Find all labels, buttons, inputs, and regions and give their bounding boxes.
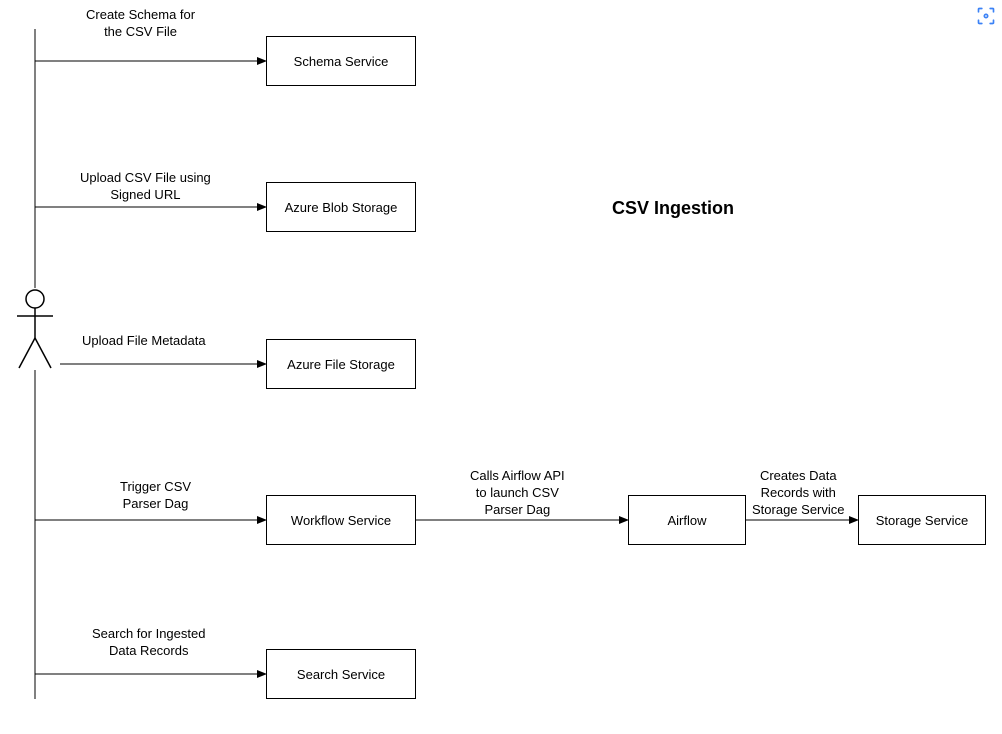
edge-label-3: Trigger CSVParser Dag [120, 479, 191, 513]
node-workflow: Workflow Service [266, 495, 416, 545]
edge-label-6: Search for IngestedData Records [92, 626, 205, 660]
node-storage: Storage Service [858, 495, 986, 545]
edge-label-5: Creates DataRecords withStorage Service [752, 468, 845, 519]
node-search: Search Service [266, 649, 416, 699]
diagram-title: CSV Ingestion [612, 198, 734, 219]
node-schema: Schema Service [266, 36, 416, 86]
diagram-canvas [0, 0, 1002, 734]
edge-label-4: Calls Airflow APIto launch CSVParser Dag [470, 468, 565, 519]
edge-label-1: Upload CSV File usingSigned URL [80, 170, 211, 204]
edge-label-2: Upload File Metadata [82, 333, 206, 350]
scan-icon[interactable] [976, 6, 996, 26]
edge-label-0: Create Schema forthe CSV File [86, 7, 195, 41]
node-file: Azure File Storage [266, 339, 416, 389]
node-airflow: Airflow [628, 495, 746, 545]
node-blob: Azure Blob Storage [266, 182, 416, 232]
